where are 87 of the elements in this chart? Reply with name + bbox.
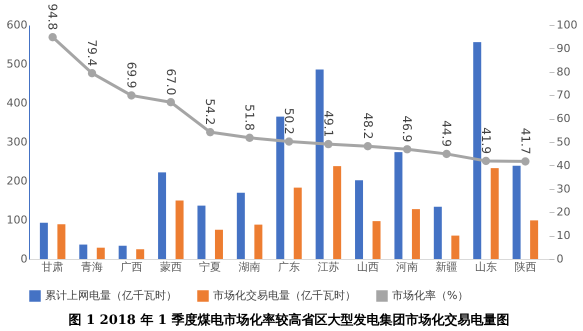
point bbox=[284, 137, 294, 146]
y-tick-label: 300 bbox=[6, 136, 28, 148]
data-label: 69.9 bbox=[124, 62, 138, 88]
bar bbox=[214, 230, 223, 259]
bar bbox=[136, 249, 144, 259]
y2-tick-label: 20 bbox=[556, 206, 570, 219]
x-tick-label: 山西 bbox=[356, 260, 379, 274]
x-tick-label: 新疆 bbox=[436, 260, 458, 274]
data-label: 46.9 bbox=[400, 116, 414, 142]
data-label: 94.8 bbox=[46, 3, 60, 30]
data-label: 41.9 bbox=[478, 127, 493, 154]
legend-label: 市场化率（%） bbox=[392, 289, 468, 302]
x-tick-label: 陕西 bbox=[514, 260, 536, 274]
bar bbox=[412, 209, 420, 259]
bar bbox=[79, 244, 88, 259]
x-tick-label: 青海 bbox=[81, 260, 104, 274]
point bbox=[206, 128, 214, 136]
bar bbox=[316, 69, 324, 259]
x-tick-label: 湖南 bbox=[238, 260, 261, 274]
bar bbox=[118, 246, 127, 259]
legend-label: 累计上网电量（亿千瓦时） bbox=[45, 289, 177, 302]
bar bbox=[394, 152, 402, 259]
y-tick-label: 100 bbox=[6, 214, 28, 226]
x-tick-label: 江苏 bbox=[317, 260, 340, 274]
bar bbox=[473, 42, 482, 259]
y2-tick-label: 30 bbox=[556, 182, 570, 196]
data-label: 51.8 bbox=[242, 104, 257, 131]
point bbox=[245, 134, 254, 142]
point bbox=[88, 69, 96, 78]
bar bbox=[512, 166, 521, 259]
data-label: 67.0 bbox=[164, 68, 178, 96]
point bbox=[166, 98, 175, 106]
data-label: 54.2 bbox=[203, 98, 218, 126]
y2-tick-label: 70 bbox=[556, 88, 570, 102]
y-tick-label: 600 bbox=[6, 18, 28, 32]
data-label: 41.7 bbox=[518, 128, 532, 154]
y-tick-label: 0 bbox=[20, 252, 28, 266]
y-tick-label: 400 bbox=[6, 96, 28, 110]
y2-tick-label: 60 bbox=[556, 112, 570, 126]
x-tick-label: 蒙西 bbox=[160, 260, 182, 274]
point bbox=[364, 142, 372, 150]
bar bbox=[372, 221, 381, 259]
point bbox=[403, 145, 412, 154]
x-tick-label: 河南 bbox=[396, 260, 418, 274]
bar bbox=[276, 116, 284, 259]
point bbox=[127, 91, 136, 100]
text: 图 1 2018 年 1 季度煤电市场化率较高省区大型发电集团市场化交易电量图 bbox=[68, 312, 510, 328]
bar bbox=[57, 224, 66, 259]
bar bbox=[333, 166, 342, 259]
x-tick-label: 甘肃 bbox=[42, 260, 64, 274]
bar bbox=[355, 180, 364, 259]
point bbox=[48, 32, 57, 42]
bar bbox=[254, 224, 262, 259]
x-tick-label: 广东 bbox=[278, 260, 300, 274]
y2-tick-label: 90 bbox=[556, 42, 570, 55]
y-tick-label: 200 bbox=[6, 174, 28, 188]
y2-tick-label: 40 bbox=[556, 158, 570, 172]
bar bbox=[96, 248, 105, 259]
bar bbox=[294, 188, 302, 259]
x-tick-label: 广西 bbox=[120, 260, 142, 274]
bar bbox=[530, 220, 538, 259]
bar bbox=[434, 206, 442, 259]
bar bbox=[490, 168, 499, 259]
point bbox=[521, 157, 530, 166]
point bbox=[482, 156, 490, 166]
data-label: 44.9 bbox=[440, 120, 454, 147]
bar bbox=[40, 222, 48, 259]
y2-tick-label: 10 bbox=[556, 229, 570, 242]
point bbox=[442, 150, 451, 158]
y2-tick-label: 50 bbox=[556, 136, 570, 148]
y-tick-label: 500 bbox=[6, 58, 28, 70]
legend-label: 市场化交易电量（亿千瓦时） bbox=[213, 289, 356, 302]
data-label: 50.2 bbox=[282, 108, 296, 135]
point bbox=[324, 140, 333, 148]
bar bbox=[158, 172, 166, 259]
data-label: 48.2 bbox=[360, 112, 375, 140]
y2-tick-label: 80 bbox=[556, 65, 570, 78]
bar bbox=[197, 206, 206, 259]
y2-tick-label: 0 bbox=[556, 252, 564, 266]
bar bbox=[451, 236, 460, 259]
x-tick-label: 宁夏 bbox=[199, 260, 222, 274]
data-label: 49.1 bbox=[321, 110, 336, 138]
bar bbox=[176, 200, 184, 259]
data-label: 79.4 bbox=[85, 39, 100, 66]
bar bbox=[236, 192, 245, 259]
x-tick-label: 山东 bbox=[474, 260, 497, 274]
y2-tick-label: 100 bbox=[556, 18, 578, 32]
